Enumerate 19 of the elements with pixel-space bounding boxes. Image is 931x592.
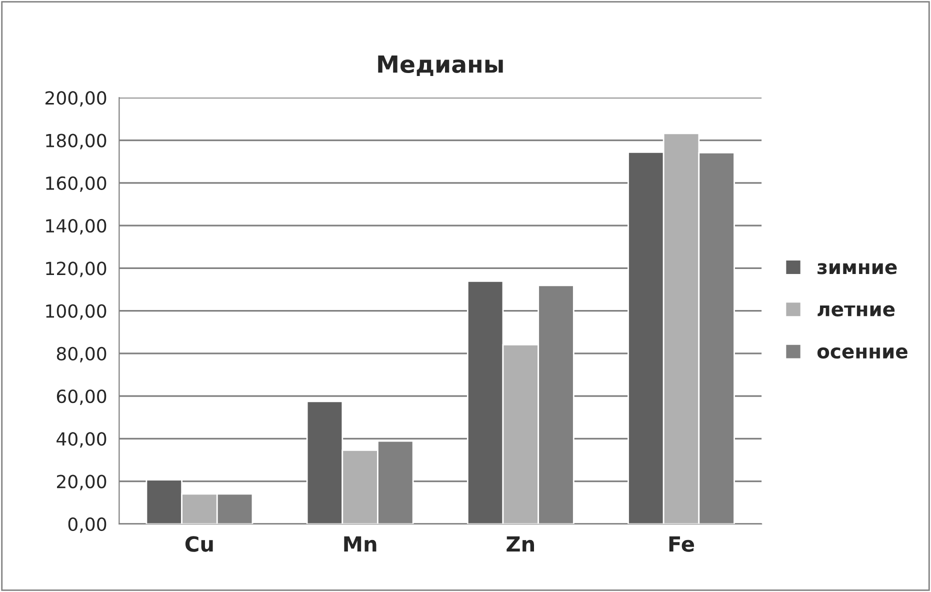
x-tick-label: Fe [669,536,694,552]
legend-label: летние [818,305,895,316]
y-tick-label: 140,00 [46,219,106,235]
y-tick-label: 0,00 [68,517,106,533]
y-tick-label: 80,00 [56,346,106,362]
y-tick-label: 60,00 [56,390,106,406]
y-tick-label: 180,00 [46,134,106,150]
legend-label: осенние [817,347,908,359]
chart-title: Медианы [378,55,503,76]
y-tick-label: 120,00 [46,262,106,278]
y-tick-label: 100,00 [46,304,106,320]
x-tick-label: Mn [344,536,376,552]
x-tick-label: Zn [506,536,534,552]
y-tick-label: 160,00 [46,176,106,192]
y-tick-label: 200,00 [46,91,106,107]
y-tick-label: 40,00 [56,432,106,448]
legend-label: зимние [818,263,897,274]
y-tick-label: 20,00 [56,474,106,490]
x-tick-label: Cu [185,536,213,552]
